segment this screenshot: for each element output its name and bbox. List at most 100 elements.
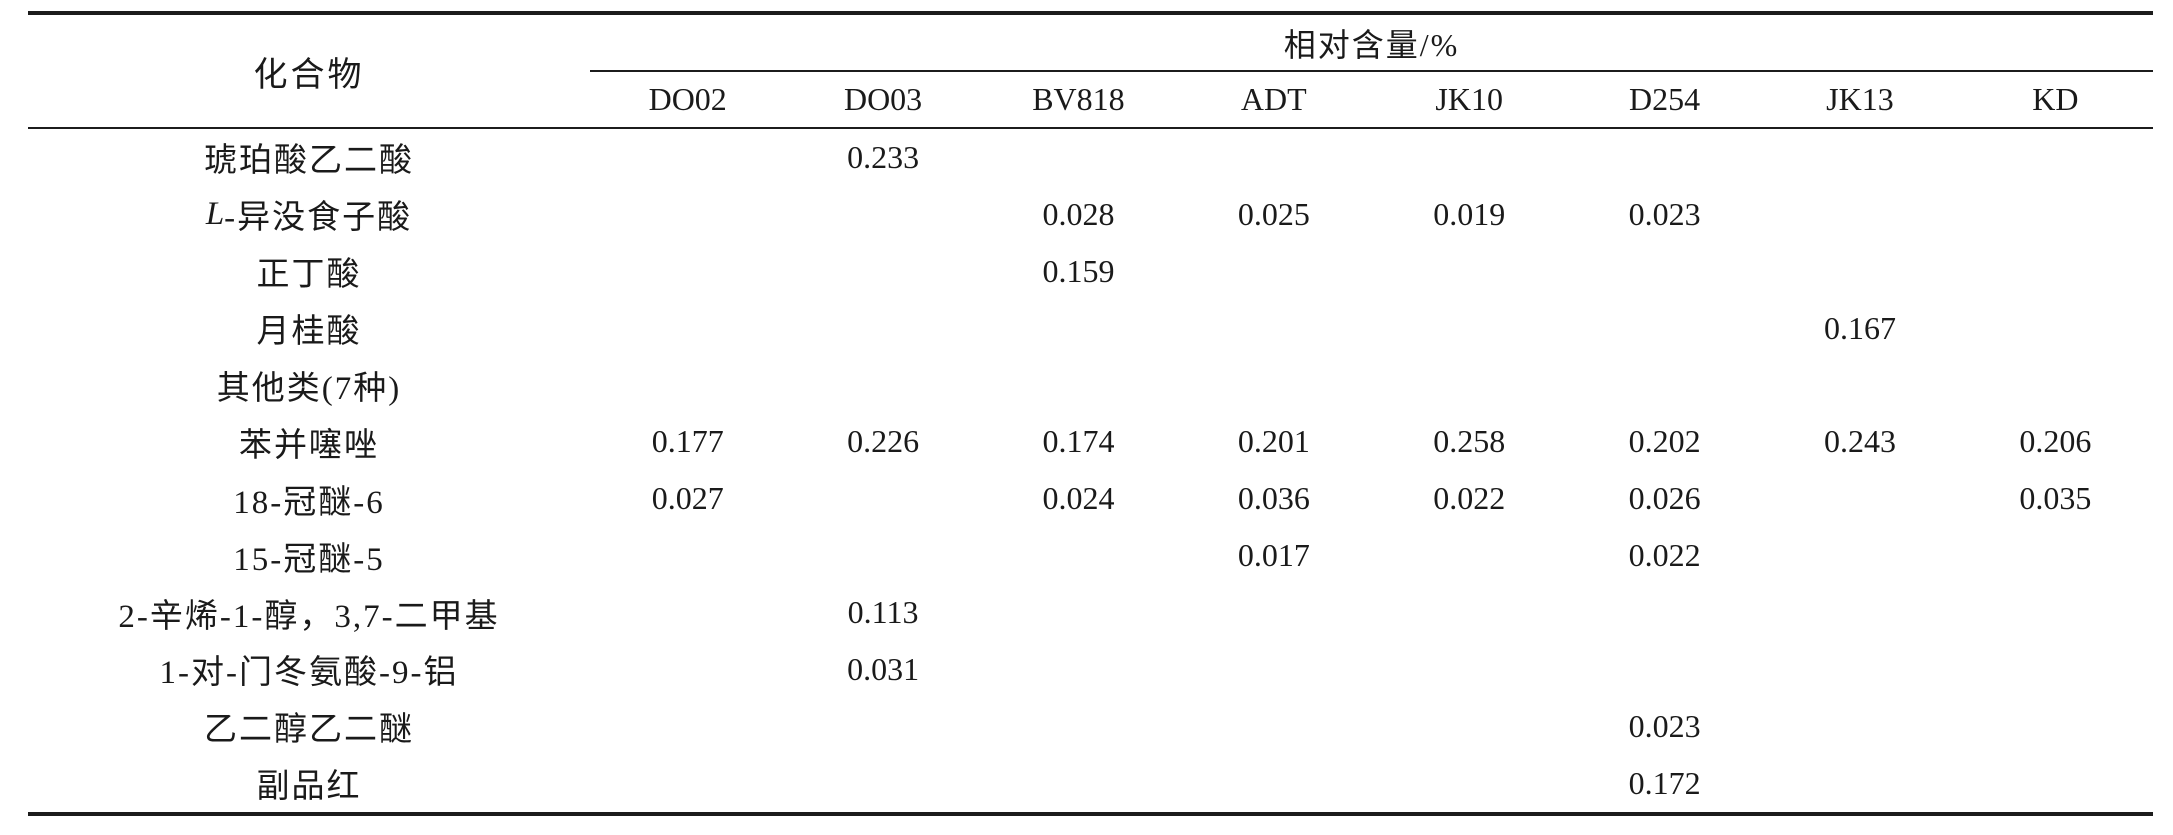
- value-cell: [590, 357, 785, 414]
- value-cell: [1958, 129, 2153, 186]
- value-cell: [785, 755, 980, 812]
- table-bottom-rule: [28, 811, 2153, 816]
- value-cell: [981, 300, 1176, 357]
- value-cell: [590, 300, 785, 357]
- compound-cell: 乙二醇乙二醚: [28, 698, 590, 755]
- value-cell: 0.031: [847, 650, 920, 687]
- value-cell: [785, 527, 980, 584]
- value-cell: [1762, 186, 1957, 243]
- value-cell: 0.025: [1237, 195, 1310, 232]
- value-cell: 0.022: [1433, 480, 1506, 517]
- value-cell: [590, 186, 785, 243]
- table-body: 琥珀酸乙二酸 0.233 L -异没食子酸 0.028 0.025 0.019 0.023 正丁…: [28, 129, 2153, 812]
- value-cell: 0.028: [1042, 195, 1115, 232]
- value-cell: [1372, 755, 1567, 812]
- value-cell: [590, 698, 785, 755]
- value-cell: [1176, 584, 1371, 641]
- compound-name: 苯并噻唑: [239, 427, 379, 464]
- table-row: 2-辛烯-1-醇，3,7-二甲基 0.113: [28, 584, 2153, 641]
- value-cell: [590, 129, 785, 186]
- value-cell: [1372, 243, 1567, 300]
- compound-cell: 月桂酸: [28, 300, 590, 357]
- group-header-block: 相对含量/% DO02 DO03 BV818 ADT JK10 D254 JK13 KD: [590, 15, 2153, 127]
- column-header: BV818: [1032, 81, 1125, 117]
- value-cell: [1176, 357, 1371, 414]
- value-cell: [1958, 357, 2153, 414]
- value-cell: [785, 357, 980, 414]
- value-cell: [590, 527, 785, 584]
- value-cell: [1176, 755, 1371, 812]
- value-cell: 0.226: [847, 423, 920, 460]
- value-cell: [785, 300, 980, 357]
- value-cell: [590, 584, 785, 641]
- table-row: 正丁酸 0.159: [28, 243, 2153, 300]
- value-cell: [1372, 584, 1567, 641]
- value-cell: [1762, 470, 1957, 527]
- value-cell: [1958, 755, 2153, 812]
- table-header: 化合物 相对含量/% DO02 DO03 BV818 ADT JK10 D254 JK13 K…: [28, 15, 2153, 127]
- group-header-label: 相对含量/%: [590, 15, 2153, 72]
- value-cell: 0.206: [2019, 423, 2092, 460]
- compound-cell: 琥珀酸乙二酸: [28, 129, 590, 186]
- value-cell: [981, 357, 1176, 414]
- compound-cell: 15-冠醚-5: [28, 527, 590, 584]
- value-cell: [1958, 243, 2153, 300]
- value-cell: [1958, 300, 2153, 357]
- value-cell: 0.035: [2019, 480, 2092, 517]
- value-cell: 0.026: [1628, 480, 1701, 517]
- compound-name: 其他类(7种): [216, 371, 402, 407]
- compound-name: 2-辛烯-1-醇，3,7-二甲基: [118, 598, 500, 635]
- value-cell: [785, 243, 980, 300]
- value-cell: [785, 470, 980, 527]
- value-cell: [981, 584, 1176, 641]
- table-row: 其他类(7种): [28, 357, 2153, 414]
- value-cell: 0.177: [651, 423, 724, 460]
- table-row: 苯并噻唑 0.177 0.226 0.174 0.201 0.258 0.202 0.243 0…: [28, 413, 2153, 470]
- compound-italic-prefix: L: [205, 195, 225, 232]
- value-cell: [1372, 129, 1567, 186]
- compound-cell: 正丁酸: [28, 243, 590, 300]
- table-row: 18-冠醚-6 0.027 0.024 0.036 0.022 0.026 0.035: [28, 470, 2153, 527]
- compound-name: 月桂酸: [256, 314, 362, 351]
- value-cell: [981, 129, 1176, 186]
- value-cell: [1567, 300, 1762, 357]
- compound-name: 1-对-门冬氨酸-9-铝: [159, 655, 459, 692]
- value-cell: 0.017: [1237, 537, 1310, 574]
- table-row: L -异没食子酸 0.028 0.025 0.019 0.023: [28, 186, 2153, 243]
- value-cell: [1372, 641, 1567, 698]
- value-cell: 0.258: [1433, 423, 1506, 460]
- table-row: 副品红 0.172: [28, 755, 2153, 812]
- value-cell: [1372, 357, 1567, 414]
- value-cell: 0.023: [1628, 195, 1701, 232]
- value-cell: [981, 641, 1176, 698]
- value-cell: [981, 698, 1176, 755]
- column-header: D254: [1629, 81, 1701, 117]
- value-cell: 0.233: [847, 138, 920, 175]
- value-cell: [1762, 243, 1957, 300]
- compound-cell: 2-辛烯-1-醇，3,7-二甲基: [28, 584, 590, 641]
- column-header: ADT: [1240, 81, 1307, 117]
- value-cell: [1958, 584, 2153, 641]
- compound-name: -异没食子酸: [224, 200, 413, 237]
- value-cell: 0.023: [1628, 707, 1701, 744]
- value-cell: [785, 698, 980, 755]
- value-cell: 0.167: [1823, 309, 1896, 346]
- value-cell: [1567, 129, 1762, 186]
- compound-cell: 副品红: [28, 755, 590, 812]
- value-cell: [1176, 698, 1371, 755]
- table-row: 乙二醇乙二醚 0.023: [28, 698, 2153, 755]
- value-cell: 0.022: [1628, 537, 1701, 574]
- value-cell: [590, 641, 785, 698]
- value-cell: [1958, 698, 2153, 755]
- value-cell: [1762, 755, 1957, 812]
- value-cell: 0.172: [1628, 764, 1701, 801]
- value-cell: 0.159: [1042, 252, 1115, 289]
- value-cell: [981, 755, 1176, 812]
- compound-cell: 其他类(7种): [28, 357, 590, 414]
- value-cell: [1958, 527, 2153, 584]
- value-cell: [1762, 698, 1957, 755]
- value-cell: 0.024: [1042, 480, 1115, 517]
- value-cell: [1176, 641, 1371, 698]
- column-header: JK13: [1826, 81, 1894, 117]
